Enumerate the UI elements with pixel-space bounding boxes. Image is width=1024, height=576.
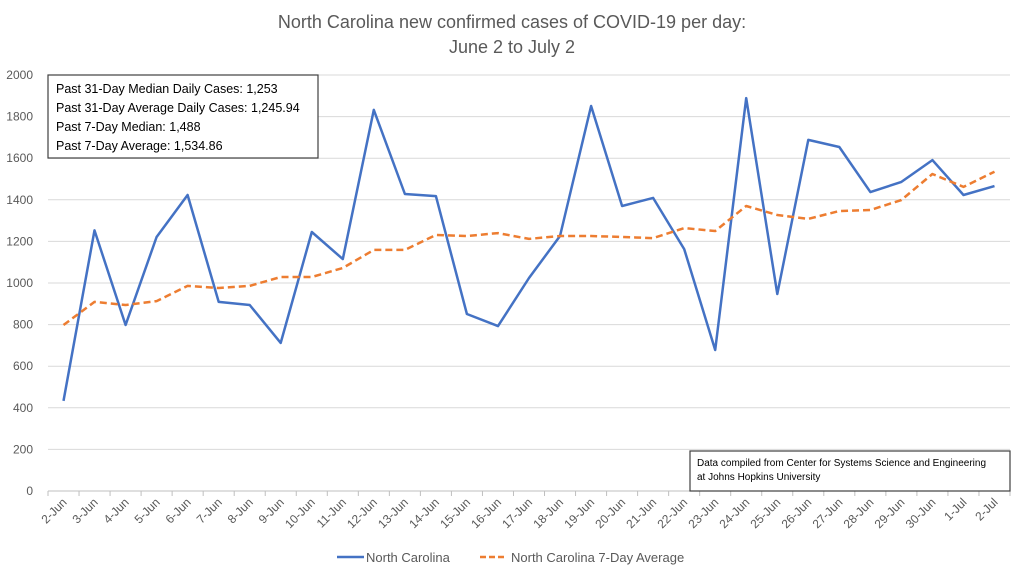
series-group bbox=[62, 96, 996, 402]
y-tick-label: 400 bbox=[13, 401, 33, 415]
x-tick-label: 12-Jun bbox=[344, 495, 380, 531]
y-tick-label: 800 bbox=[13, 318, 33, 332]
x-tick-label: 5-Jun bbox=[132, 495, 163, 526]
y-tick-label: 1200 bbox=[6, 234, 33, 248]
x-tick-label: 2-Jun bbox=[39, 495, 70, 526]
x-tick-label: 29-Jun bbox=[872, 495, 908, 531]
x-tick-label: 18-Jun bbox=[530, 495, 566, 531]
stats-line-31day-median: Past 31-Day Median Daily Cases: 1,253 bbox=[56, 82, 278, 96]
x-tick-label: 16-Jun bbox=[468, 495, 504, 531]
x-tick-label: 14-Jun bbox=[406, 495, 442, 531]
x-tick-label: 1-Jul bbox=[941, 495, 969, 523]
stats-box-border bbox=[47, 74, 319, 159]
x-axis: 2-Jun 3-Jun 4-Jun 5-Jun 6-Jun 7-Jun 8-Jun 9-Jun… bbox=[39, 491, 1011, 531]
x-tick-label: 6-Jun bbox=[163, 495, 194, 526]
y-tick-label: 1600 bbox=[6, 151, 33, 165]
y-tick-label: 600 bbox=[13, 359, 33, 373]
x-tick-label: 11-Jun bbox=[314, 495, 349, 530]
x-tick-label: 28-Jun bbox=[841, 495, 877, 531]
x-tick-label: 17-Jun bbox=[499, 495, 535, 531]
chart-title: North Carolina new confirmed cases of CO… bbox=[278, 12, 746, 32]
x-tick-label: 27-Jun bbox=[810, 495, 846, 531]
x-tick-label: 20-Jun bbox=[592, 495, 628, 531]
x-tick-label: 10-Jun bbox=[282, 495, 318, 531]
x-tick-label: 2-Jul bbox=[972, 495, 1000, 523]
chart-subtitle: June 2 to July 2 bbox=[449, 37, 575, 57]
stats-line-7day-median: Past 7-Day Median: 1,488 bbox=[56, 120, 201, 134]
x-tick-label: 4-Jun bbox=[101, 495, 132, 526]
stats-annotation-box: Past 31-Day Median Daily Cases: 1,253 Pa… bbox=[47, 74, 319, 159]
source-annotation-box: Data compiled from Center for Systems Sc… bbox=[689, 450, 1011, 492]
x-tick-label: 7-Jun bbox=[194, 495, 225, 526]
legend-label-7day-average: North Carolina 7-Day Average bbox=[511, 550, 684, 565]
source-line-2: at Johns Hopkins University bbox=[697, 472, 820, 483]
x-tick-label: 30-Jun bbox=[903, 495, 939, 531]
x-tick-label: 22-Jun bbox=[654, 495, 690, 531]
y-tick-label: 200 bbox=[13, 442, 33, 456]
x-tick-label: 8-Jun bbox=[225, 495, 256, 526]
y-axis-ticks: 0 200 400 600 800 1000 1200 1400 1600 1800 2000 bbox=[6, 68, 33, 498]
x-tick-label: 13-Jun bbox=[375, 495, 411, 531]
x-tick-label: 24-Jun bbox=[716, 495, 752, 531]
legend-label-north-carolina: North Carolina bbox=[366, 550, 451, 565]
x-tick-label: 15-Jun bbox=[437, 495, 473, 531]
y-tick-label: 1800 bbox=[6, 110, 33, 124]
x-tick-label: 26-Jun bbox=[779, 495, 815, 531]
y-tick-label: 2000 bbox=[6, 68, 33, 82]
source-line-1: Data compiled from Center for Systems Sc… bbox=[697, 458, 986, 469]
y-tick-label: 1000 bbox=[6, 276, 33, 290]
stats-line-31day-average: Past 31-Day Average Daily Cases: 1,245.9… bbox=[56, 101, 300, 115]
source-box-border bbox=[689, 450, 1011, 492]
x-tick-label: 23-Jun bbox=[685, 495, 721, 531]
stats-line-7day-average: Past 7-Day Average: 1,534.86 bbox=[56, 139, 223, 153]
y-tick-label: 0 bbox=[26, 484, 33, 498]
x-tick-label: 21-Jun bbox=[623, 495, 659, 531]
x-tick-label: 19-Jun bbox=[561, 495, 597, 531]
x-tick-label: 25-Jun bbox=[748, 495, 784, 531]
y-tick-label: 1400 bbox=[6, 193, 33, 207]
legend: North Carolina North Carolina 7-Day Aver… bbox=[337, 550, 684, 565]
x-tick-label: 3-Jun bbox=[70, 495, 101, 526]
